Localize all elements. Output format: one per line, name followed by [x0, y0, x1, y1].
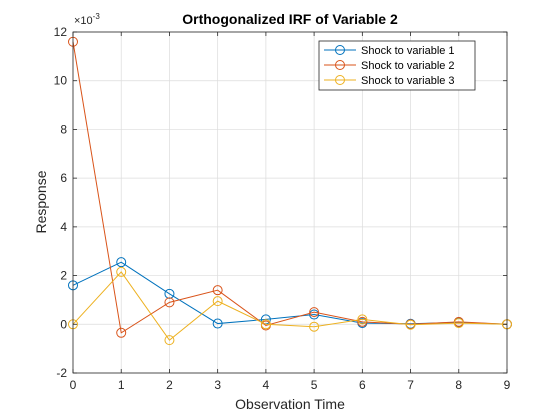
y-tick-label: 2: [60, 269, 67, 283]
legend-label: Shock to variable 2: [361, 60, 455, 72]
data-point: [164, 297, 175, 308]
y-tick-label: 10: [54, 74, 68, 88]
data-point: [116, 266, 127, 277]
y-tick-label: 0: [60, 317, 67, 331]
data-point: [116, 257, 127, 268]
y-exponent-label: ×10-3: [74, 12, 100, 27]
legend-label: Shock to variable 3: [361, 75, 455, 87]
data-point: [453, 318, 464, 329]
x-axis-title: Observation Time: [235, 396, 345, 412]
data-point: [357, 314, 368, 325]
data-point: [164, 335, 175, 346]
y-axis-title: Response: [33, 170, 49, 233]
chart-title: Orthogonalized IRF of Variable 2: [182, 11, 398, 27]
plot-frame: [72, 31, 508, 374]
legend-marker: [335, 45, 345, 55]
y-tick-label: 4: [60, 220, 67, 234]
y-tick-label: 6: [60, 171, 67, 185]
x-tick-label: 1: [118, 378, 125, 392]
data-point: [357, 316, 368, 327]
x-tick-label: 3: [214, 378, 221, 392]
legend-label: Shock to variable 1: [361, 45, 455, 57]
data-point: [260, 319, 271, 330]
y-tick-label: 12: [54, 25, 68, 39]
x-tick-label: 2: [166, 378, 173, 392]
legend-marker: [335, 75, 345, 85]
y-tick-label: -2: [56, 366, 67, 380]
data-point: [405, 319, 416, 330]
x-tick-label: 5: [311, 378, 318, 392]
x-tick-label: 4: [263, 378, 270, 392]
data-point: [309, 309, 320, 320]
legend: Shock to variable 1 Shock to variable 2 Sh…: [318, 40, 476, 91]
x-tick-label: 9: [504, 378, 511, 392]
data-point: [212, 285, 223, 296]
x-tick-label: 8: [455, 378, 462, 392]
x-tick-label: 6: [359, 378, 366, 392]
y-tick-label: 8: [60, 122, 67, 136]
data-point: [309, 321, 320, 332]
legend-marker: [335, 60, 345, 70]
data-point: [116, 327, 127, 338]
data-point: [212, 296, 223, 307]
x-tick-label: 7: [407, 378, 414, 392]
data-point: [309, 307, 320, 318]
series-line: [72, 271, 508, 341]
data-point: [212, 318, 223, 329]
x-tick-label: 0: [70, 378, 77, 392]
series-line: [72, 41, 508, 334]
